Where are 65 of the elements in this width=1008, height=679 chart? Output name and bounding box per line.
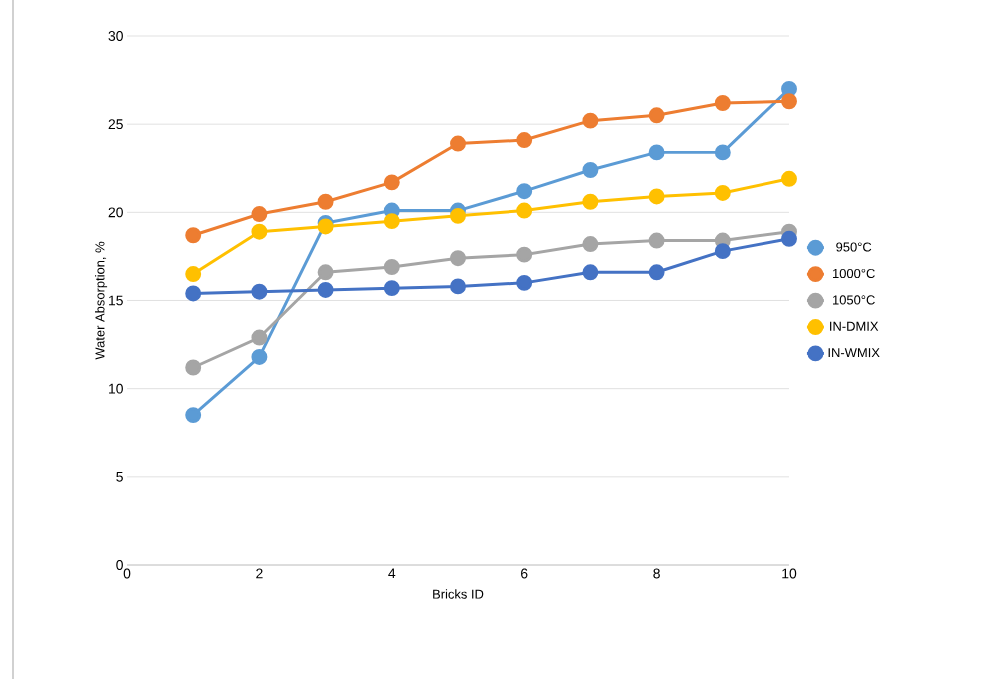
y-tick-label: 10 (109, 383, 123, 394)
point (516, 132, 533, 149)
point (516, 246, 533, 263)
point (582, 162, 599, 178)
y-tick-label: 5 (116, 471, 123, 482)
point (714, 243, 731, 260)
point (251, 283, 268, 300)
point (781, 230, 797, 247)
point (648, 232, 665, 249)
point (450, 278, 466, 295)
point (781, 80, 797, 97)
x-tick-label: 6 (521, 568, 528, 579)
point (582, 236, 599, 253)
point (648, 264, 665, 281)
y-tick-label: 20 (108, 207, 123, 218)
point (450, 135, 466, 152)
point (714, 184, 731, 201)
point (383, 280, 400, 297)
y-tick-label: 15 (109, 295, 123, 306)
point (450, 250, 466, 267)
legend-label: 950°C (836, 242, 872, 252)
point (185, 285, 202, 302)
point (582, 112, 599, 129)
point (516, 274, 533, 291)
point (317, 218, 334, 235)
point (185, 266, 202, 283)
point (781, 93, 797, 110)
point (251, 348, 268, 365)
point (317, 193, 334, 210)
point (648, 188, 665, 205)
x-axis-title: Bricks ID (433, 589, 484, 599)
point (516, 183, 533, 200)
point (317, 264, 334, 281)
y-tick-label: 30 (108, 31, 123, 41)
point (185, 359, 202, 376)
legend-label: IN-DMIX (830, 321, 879, 331)
point (582, 264, 599, 281)
point (714, 95, 731, 111)
point (450, 207, 466, 224)
point (648, 107, 665, 124)
point (648, 144, 665, 161)
point (185, 227, 202, 244)
point (317, 281, 334, 298)
point (714, 144, 731, 161)
point (582, 193, 599, 210)
x-tick-label: 2 (256, 568, 263, 579)
x-tick-label: 10 (782, 568, 797, 579)
legend-label: IN-WMIX (828, 348, 880, 358)
y-tick-label: 25 (108, 119, 123, 130)
point (383, 174, 400, 191)
point (185, 407, 202, 424)
point (383, 213, 400, 230)
point (516, 202, 533, 219)
point (383, 259, 400, 275)
point (251, 329, 268, 346)
x-tick-label: 4 (388, 568, 396, 579)
x-tick-label: 8 (653, 568, 660, 579)
x-tick-label: 0 (123, 568, 131, 579)
point (251, 223, 268, 240)
legend-label: 1000°C (833, 268, 875, 279)
legend-label: 1050°C (833, 295, 875, 305)
y-axis-title: Water Absorption, % (95, 241, 108, 360)
y-tick-label: 0 (116, 560, 123, 570)
point (251, 206, 268, 223)
point (781, 170, 797, 187)
